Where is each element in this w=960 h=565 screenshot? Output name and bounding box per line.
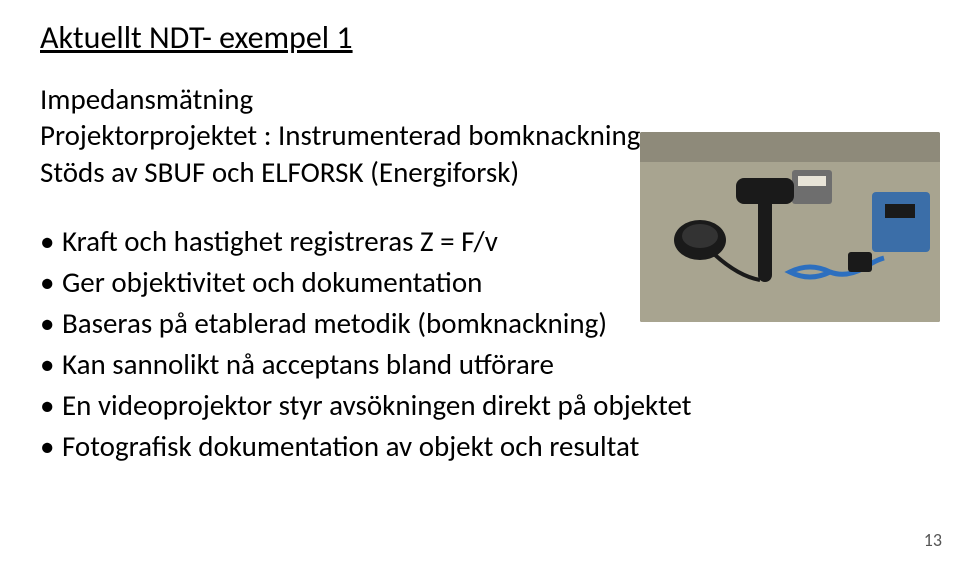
bullet-item: Kan sannolikt nå acceptans bland utförar…: [40, 345, 920, 384]
slide: Aktuellt NDT- exempel 1 Impedansmätning …: [0, 0, 960, 565]
page-number: 13: [924, 529, 942, 551]
equipment-illustration-icon: [640, 132, 940, 322]
slide-title: Aktuellt NDT- exempel 1: [40, 18, 920, 57]
equipment-photo: [640, 132, 940, 322]
bullet-item: Fotografisk dokumentation av objekt och …: [40, 427, 920, 466]
intro-line: Impedansmätning: [40, 81, 920, 117]
bullet-item: En videoprojektor styr avsökningen direk…: [40, 386, 920, 425]
